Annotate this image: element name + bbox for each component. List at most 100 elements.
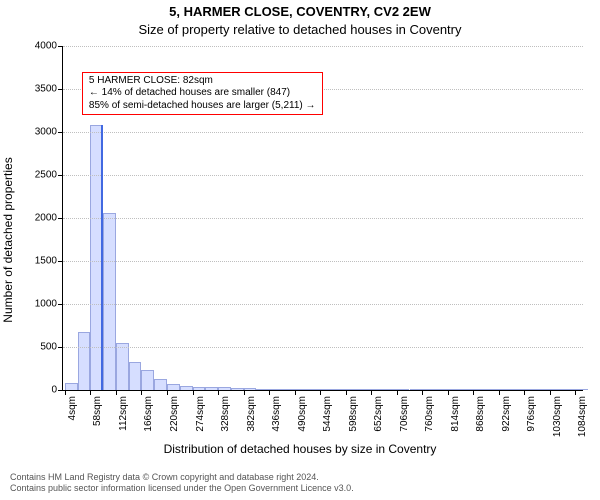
x-tick-label: 166sqm: [143, 396, 154, 432]
histogram-bar: [346, 389, 359, 390]
x-tick-label: 814sqm: [450, 396, 461, 432]
x-tick: [295, 390, 296, 395]
x-tick: [116, 390, 117, 395]
histogram-bar: [486, 389, 499, 390]
footer-line1: Contains HM Land Registry data © Crown c…: [10, 472, 354, 483]
histogram-bar: [384, 389, 397, 390]
gridline-h: [63, 218, 583, 219]
x-tick: [141, 390, 142, 395]
x-tick: [269, 390, 270, 395]
x-tick: [524, 390, 525, 395]
histogram-bar: [78, 332, 91, 390]
x-tick: [422, 390, 423, 395]
x-tick-label: 760sqm: [424, 396, 435, 432]
x-tick: [499, 390, 500, 395]
footer-line2: Contains public sector information licen…: [10, 483, 354, 494]
y-tick-label: 3000: [35, 127, 57, 138]
histogram-bar: [435, 389, 448, 390]
x-tick-label: 1084sqm: [577, 396, 588, 437]
annotation-box: 5 HARMER CLOSE: 82sqm← 14% of detached h…: [82, 72, 323, 116]
x-tick: [90, 390, 91, 395]
x-tick-label: 436sqm: [271, 396, 282, 432]
x-tick: [167, 390, 168, 395]
annotation-line: ← 14% of detached houses are smaller (84…: [89, 87, 316, 100]
annotation-line: 5 HARMER CLOSE: 82sqm: [89, 75, 316, 88]
histogram-bar: [65, 383, 78, 390]
y-tick: [58, 261, 63, 262]
x-tick: [371, 390, 372, 395]
x-tick-label: 382sqm: [246, 396, 257, 432]
gridline-h: [63, 46, 583, 47]
histogram-bar: [218, 387, 231, 390]
histogram-bar: [231, 388, 244, 390]
histogram-bar: [358, 389, 371, 390]
y-tick-label: 2500: [35, 170, 57, 181]
histogram-bar: [550, 389, 563, 390]
y-tick-label: 2000: [35, 213, 57, 224]
x-tick: [218, 390, 219, 395]
x-tick: [397, 390, 398, 395]
y-tick: [58, 46, 63, 47]
annotation-line: 85% of semi-detached houses are larger (…: [89, 100, 316, 113]
histogram-bar: [167, 384, 180, 390]
histogram-bar: [461, 389, 474, 390]
x-tick-label: 976sqm: [526, 396, 537, 432]
footer: Contains HM Land Registry data © Crown c…: [10, 472, 354, 495]
y-tick: [58, 89, 63, 90]
y-tick: [58, 132, 63, 133]
histogram-bar: [410, 389, 423, 390]
y-tick: [58, 390, 63, 391]
y-tick-label: 4000: [35, 41, 57, 52]
gridline-h: [63, 132, 583, 133]
y-tick-label: 1000: [35, 299, 57, 310]
x-tick-label: 112sqm: [118, 396, 129, 431]
property-marker-line: [101, 125, 103, 390]
plot-area: 050010001500200025003000350040004sqm58sq…: [62, 46, 583, 391]
x-tick: [575, 390, 576, 395]
histogram-bar: [193, 387, 206, 390]
histogram-bar: [499, 389, 512, 390]
x-tick: [550, 390, 551, 395]
gridline-h: [63, 175, 583, 176]
histogram-bar: [575, 389, 588, 390]
x-tick: [244, 390, 245, 395]
y-tick-label: 0: [51, 385, 57, 396]
histogram-bar: [141, 370, 154, 390]
chart-title-line2: Size of property relative to detached ho…: [0, 22, 600, 37]
y-tick-label: 1500: [35, 256, 57, 267]
histogram-bar: [103, 213, 116, 390]
x-tick: [473, 390, 474, 395]
y-axis-label: Number of detached properties: [1, 157, 15, 322]
histogram-bar: [537, 389, 550, 390]
x-tick-label: 58sqm: [92, 396, 103, 426]
x-tick-label: 328sqm: [220, 396, 231, 432]
histogram-bar: [371, 389, 384, 390]
histogram-bar: [129, 362, 142, 390]
x-tick-label: 922sqm: [501, 396, 512, 432]
histogram-bar: [333, 389, 346, 390]
gridline-h: [63, 304, 583, 305]
histogram-bar: [307, 389, 320, 390]
x-tick: [320, 390, 321, 395]
histogram-bar: [205, 387, 218, 390]
x-tick: [448, 390, 449, 395]
x-tick-label: 490sqm: [297, 396, 308, 432]
y-tick: [58, 175, 63, 176]
histogram-bar: [473, 389, 486, 390]
histogram-bar: [256, 389, 269, 390]
x-axis-label: Distribution of detached houses by size …: [0, 442, 600, 456]
chart-title-line1: 5, HARMER CLOSE, COVENTRY, CV2 2EW: [0, 4, 600, 19]
x-tick: [193, 390, 194, 395]
histogram-bar: [282, 389, 295, 390]
x-tick: [346, 390, 347, 395]
histogram-bar: [320, 389, 333, 390]
histogram-bar: [116, 343, 129, 390]
histogram-bar: [448, 389, 461, 390]
y-tick-label: 3500: [35, 84, 57, 95]
y-tick: [58, 304, 63, 305]
x-tick: [65, 390, 66, 395]
gridline-h: [63, 261, 583, 262]
x-tick-label: 4sqm: [67, 396, 78, 420]
x-tick-label: 706sqm: [399, 396, 410, 432]
x-tick-label: 544sqm: [322, 396, 333, 432]
